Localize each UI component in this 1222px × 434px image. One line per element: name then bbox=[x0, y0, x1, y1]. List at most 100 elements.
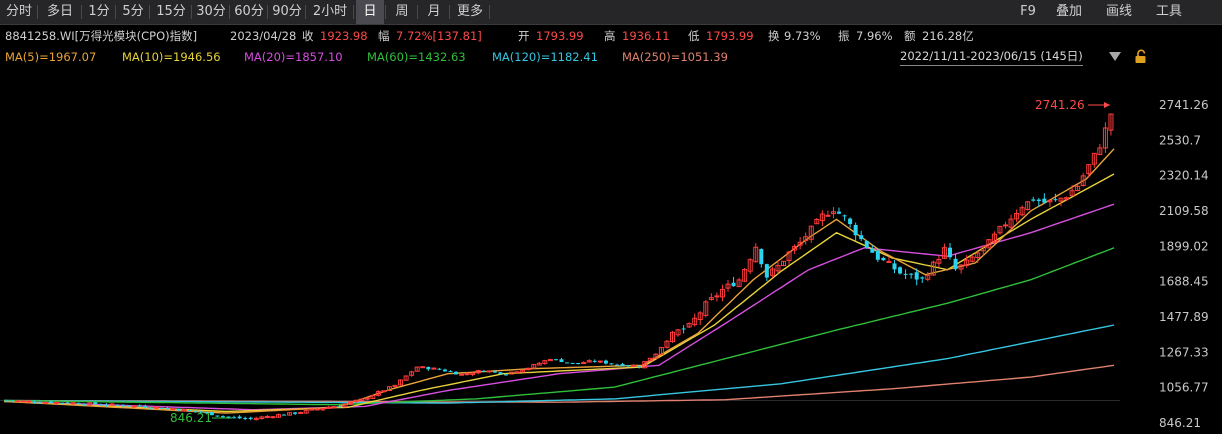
kline-chart[interactable]: 2741.26 2530.7 2320.14 2109.58 1899.02 1688.4… bbox=[0, 67, 1222, 434]
candle-body-up bbox=[26, 400, 32, 403]
candle-body-up bbox=[1064, 197, 1070, 200]
y-tick-label: 1056.77 bbox=[1159, 381, 1209, 395]
period-tab-6[interactable]: 60分 bbox=[234, 4, 264, 19]
candle-body-down bbox=[637, 366, 642, 368]
candle-body-up bbox=[769, 268, 775, 276]
toolbar-separator bbox=[489, 5, 490, 19]
candle-body-up bbox=[958, 264, 964, 270]
y-tick-label: 1477.89 bbox=[1159, 310, 1209, 324]
period-tab-8[interactable]: 2小时 bbox=[312, 4, 348, 19]
period-tab-11[interactable]: 月 bbox=[427, 4, 441, 19]
candle-body-up bbox=[53, 401, 59, 404]
candle-body-down bbox=[848, 218, 853, 225]
period-tab-3[interactable]: 5分 bbox=[122, 4, 144, 19]
candle-body-down bbox=[198, 411, 203, 413]
candle-body-down bbox=[165, 408, 170, 410]
candle-body-down bbox=[853, 225, 858, 236]
candle-body-up bbox=[309, 408, 315, 411]
toolbar-right-item-2[interactable]: 画线 bbox=[1105, 4, 1132, 19]
candle-body-up bbox=[742, 268, 748, 282]
candle-body-down bbox=[565, 362, 570, 364]
candle-body-down bbox=[504, 374, 508, 376]
candle-body-down bbox=[953, 258, 958, 270]
date-range-selector[interactable]: 2022/11/11-2023/06/15 (145日) bbox=[900, 47, 1083, 66]
toolbar-separator bbox=[229, 5, 230, 19]
candle-body-up bbox=[1069, 190, 1075, 197]
candle-body-down bbox=[576, 363, 581, 365]
period-tab-5[interactable]: 30分 bbox=[196, 4, 226, 19]
candle-body-up bbox=[1008, 218, 1014, 228]
period-tab-9[interactable]: 日 bbox=[356, 0, 384, 24]
candle-body-up bbox=[359, 398, 365, 401]
candle-body-down bbox=[492, 371, 497, 373]
high-value: 1936.11 bbox=[622, 29, 670, 43]
toolbar-right-item-1[interactable]: 叠加 bbox=[1055, 4, 1082, 19]
candle-body-down bbox=[620, 363, 625, 367]
period-tab-0[interactable]: 分时 bbox=[5, 4, 32, 19]
ma5-legend: MA(5)=1967.07 bbox=[5, 50, 97, 64]
candle-body-down bbox=[870, 248, 875, 253]
candle-body-down bbox=[903, 273, 908, 275]
period-tab-12[interactable]: 更多 bbox=[456, 4, 483, 19]
candle-body-up bbox=[536, 362, 542, 366]
period-tab-2[interactable]: 1分 bbox=[88, 4, 110, 19]
candle-body-up bbox=[170, 408, 176, 411]
candle-body-down bbox=[609, 363, 614, 365]
candle-body-down bbox=[204, 412, 209, 414]
toolbar-separator bbox=[449, 5, 450, 19]
amplitude-label: 振 bbox=[838, 29, 850, 43]
candle-body-up bbox=[597, 360, 603, 363]
candle-body-up bbox=[964, 259, 970, 266]
period-tab-7[interactable]: 90分 bbox=[272, 4, 302, 19]
ma-line-ma5 bbox=[3, 148, 1115, 414]
candle-body-down bbox=[603, 360, 608, 364]
candle-body-down bbox=[4, 400, 9, 402]
candle-body-down bbox=[32, 401, 37, 403]
candle-body-down bbox=[626, 365, 631, 367]
candle-body-down bbox=[82, 404, 87, 406]
candle-body-down bbox=[60, 402, 64, 404]
period-tab-1[interactable]: 多日 bbox=[46, 4, 73, 19]
max-arrow-head bbox=[1104, 102, 1110, 108]
toolbar-right-item-0[interactable]: F9 bbox=[1020, 4, 1036, 19]
candle-body-up bbox=[714, 295, 720, 298]
amplitude-value: 7.96% bbox=[856, 29, 893, 43]
candle-body-down bbox=[842, 215, 847, 217]
candle-body-down bbox=[115, 404, 120, 406]
candle-body-up bbox=[475, 370, 481, 374]
candle-body-down bbox=[859, 235, 864, 240]
ma-line-ma120 bbox=[3, 324, 1115, 404]
candle-body-up bbox=[697, 312, 703, 321]
period-tab-10[interactable]: 周 bbox=[395, 4, 409, 19]
candle-body-up bbox=[1091, 152, 1097, 165]
candle-body-up bbox=[753, 246, 759, 263]
toolbar-right-item-3[interactable]: 工具 bbox=[1155, 4, 1182, 19]
candle-body-up bbox=[997, 225, 1003, 234]
candle-body-down bbox=[1042, 198, 1047, 203]
candle-body-up bbox=[658, 346, 664, 355]
candle-body-up bbox=[736, 279, 742, 287]
candle-body-up bbox=[670, 331, 675, 343]
candle-body-up bbox=[153, 406, 159, 409]
triangle-down-icon[interactable] bbox=[1109, 52, 1121, 62]
toolbar-separator bbox=[305, 5, 306, 19]
candle-body-down bbox=[948, 247, 952, 258]
candle-body-up bbox=[786, 251, 792, 262]
candle-body-up bbox=[647, 357, 653, 362]
toolbar-separator bbox=[267, 5, 268, 19]
candle-body-up bbox=[348, 401, 354, 405]
price-axis: 2741.26 2530.7 2320.14 2109.58 1899.02 1688.4… bbox=[1159, 98, 1209, 430]
candle-body-up bbox=[70, 402, 76, 405]
candle-body-up bbox=[719, 288, 725, 298]
candle-body-up bbox=[259, 416, 265, 419]
candle-body-up bbox=[1058, 197, 1064, 202]
candle-body-up bbox=[808, 225, 814, 240]
period-tab-4[interactable]: 15分 bbox=[156, 4, 186, 19]
candle-body-up bbox=[830, 211, 836, 215]
lock-icon[interactable] bbox=[1134, 49, 1148, 64]
candle-body-up bbox=[1014, 213, 1020, 220]
candle-body-down bbox=[176, 408, 181, 411]
candle-body-down bbox=[220, 416, 225, 418]
candle-body-down bbox=[570, 362, 575, 364]
candle-body-up bbox=[353, 399, 359, 402]
